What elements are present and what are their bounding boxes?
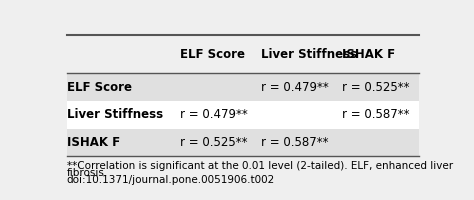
Text: **Correlation is significant at the 0.01 level (2-tailed). ELF, enhanced liver: **Correlation is significant at the 0.01…: [66, 161, 453, 171]
Text: fibrosis.: fibrosis.: [66, 168, 108, 178]
Text: r = 0.525**: r = 0.525**: [342, 81, 410, 94]
Text: r = 0.587**: r = 0.587**: [342, 108, 410, 121]
Text: Liver Stiffness: Liver Stiffness: [261, 48, 357, 61]
Text: Liver Stiffness: Liver Stiffness: [66, 108, 163, 121]
Text: doi:10.1371/journal.pone.0051906.t002: doi:10.1371/journal.pone.0051906.t002: [66, 175, 275, 185]
Text: ELF Score: ELF Score: [66, 81, 132, 94]
Text: ELF Score: ELF Score: [181, 48, 246, 61]
Bar: [66, 101, 419, 129]
Text: r = 0.479**: r = 0.479**: [261, 81, 329, 94]
Text: r = 0.525**: r = 0.525**: [181, 136, 248, 149]
Text: ISHAK F: ISHAK F: [342, 48, 395, 61]
Text: ISHAK F: ISHAK F: [66, 136, 120, 149]
Text: r = 0.479**: r = 0.479**: [181, 108, 248, 121]
Bar: [66, 73, 419, 101]
Text: r = 0.587**: r = 0.587**: [261, 136, 329, 149]
Bar: [66, 129, 419, 156]
